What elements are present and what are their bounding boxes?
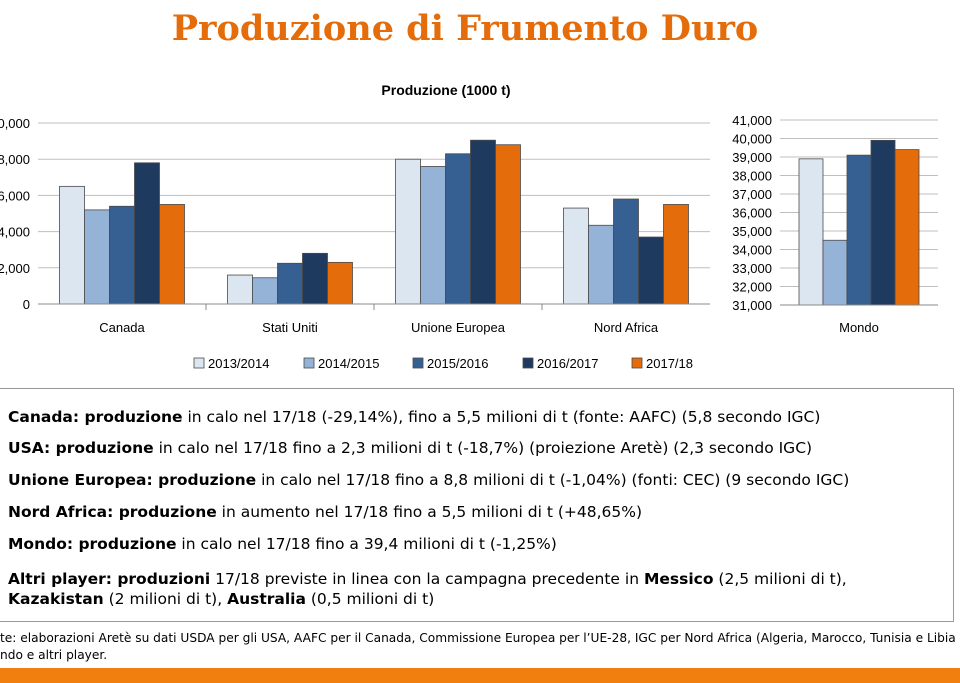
y-tick-label: 41,000 [732, 113, 772, 128]
note-canada: Canada: produzione in calo nel 17/18 (-2… [8, 408, 821, 426]
bar [327, 261, 353, 305]
legend-label: 2016/2017 [537, 356, 598, 371]
note-usa: USA: produzione in calo nel 17/18 fino a… [8, 439, 813, 457]
bar [84, 209, 110, 305]
bar [822, 239, 848, 306]
bar [227, 274, 253, 305]
bar [302, 252, 328, 305]
source-line: ndo e altri player. [0, 648, 108, 662]
legend-label: 2014/2015 [318, 356, 379, 371]
legend-swatch [631, 357, 643, 369]
bar [420, 166, 446, 305]
bar [798, 158, 824, 306]
source-line: te: elaborazioni Aretè su dati USDA per … [0, 631, 956, 645]
legend-swatch [303, 357, 315, 369]
y-tick-label: 6,000 [0, 188, 30, 203]
y-tick-label: 39,000 [732, 150, 772, 165]
y-tick-label: 38,000 [732, 169, 772, 184]
bar [563, 207, 589, 305]
chart-title: Produzione (1000 t) [381, 82, 510, 98]
bar [638, 236, 664, 305]
bar [109, 205, 135, 305]
bar [470, 139, 496, 305]
bar [846, 154, 872, 306]
y-tick-label: 8,000 [0, 152, 30, 167]
chart: Produzione (1000 t) 0 2,000 4,000 6,000 8,000… [0, 82, 938, 371]
slide-title: Produzione di Frumento Duro [171, 8, 759, 49]
note-unione-europea: Unione Europea: produzione in calo nel 1… [8, 471, 850, 489]
y-tick-label: 35,000 [732, 224, 772, 239]
bar [252, 277, 278, 305]
notes-box: Canada: produzione in calo nel 17/18 (-2… [0, 388, 954, 622]
y-tick-label: 0 [23, 297, 30, 312]
bar [277, 262, 303, 305]
bottom-bar [0, 668, 960, 683]
legend-label: 2017/18 [646, 356, 693, 371]
note-altri-player: Altri player: produzioni 17/18 previste … [8, 570, 847, 608]
bar [613, 198, 639, 305]
y-tick-label: 10,000 [0, 116, 30, 131]
bar [495, 144, 521, 305]
note-nord-africa: Nord Africa: produzione in aumento nel 1… [8, 503, 643, 521]
y-tick-label: 33,000 [732, 261, 772, 276]
legend-swatch [412, 357, 424, 369]
legend-swatch [193, 357, 205, 369]
bar [870, 139, 896, 306]
bar [445, 153, 471, 305]
y-tick-label: 40,000 [732, 132, 772, 147]
y-tick-label: 37,000 [732, 187, 772, 202]
note-mondo: Mondo: produzione in calo nel 17/18 fino… [8, 535, 557, 553]
category-label: Canada [99, 320, 145, 335]
category-label: Mondo [839, 320, 879, 335]
bar [134, 162, 160, 305]
y-tick-label: 36,000 [732, 206, 772, 221]
bar [894, 149, 920, 306]
y-tick-label: 32,000 [732, 280, 772, 295]
y-tick-label: 2,000 [0, 261, 30, 276]
category-label: Nord Africa [594, 320, 659, 335]
bar [59, 185, 85, 305]
y-tick-label: 31,000 [732, 298, 772, 313]
source-note: te: elaborazioni Aretè su dati USDA per … [0, 630, 960, 664]
legend-label: 2015/2016 [427, 356, 488, 371]
y-tick-label: 4,000 [0, 225, 30, 240]
category-label: Stati Uniti [262, 320, 318, 335]
legend-swatch [522, 357, 534, 369]
bar [588, 224, 614, 305]
bar [159, 204, 185, 305]
y-tick-label: 34,000 [732, 243, 772, 258]
legend-label: 2013/2014 [208, 356, 269, 371]
category-label: Unione Europea [411, 320, 506, 335]
bar [663, 204, 689, 305]
bar [395, 158, 421, 305]
